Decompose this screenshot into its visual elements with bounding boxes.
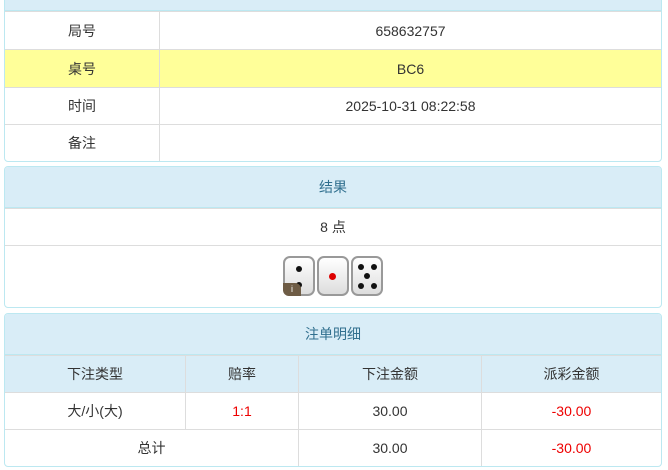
value: 658632757 <box>159 11 661 50</box>
payout: -30.00 <box>481 392 661 430</box>
round-info-panel: 局号 658632757 桌号 BC6 时间 2025-10-31 08:22:58 … <box>4 0 662 162</box>
die-5-icon <box>351 256 383 297</box>
die-1-icon <box>317 256 349 297</box>
header-bet-type: 下注类型 <box>5 355 186 393</box>
total-row: 总计 30.00 -30.00 <box>5 429 661 466</box>
value: 2025-10-31 08:22:58 <box>159 87 661 125</box>
total-payout: -30.00 <box>481 429 661 466</box>
table-row: 大/小(大) 1:1 30.00 -30.00 <box>5 392 661 430</box>
value: BC6 <box>159 49 661 88</box>
dice-group: i <box>283 256 383 297</box>
row-round-id: 局号 658632757 <box>5 11 661 50</box>
header-payout: 派彩金额 <box>481 355 661 393</box>
total-label: 总计 <box>5 429 299 466</box>
result-panel: 结果 8 点 i <box>4 166 662 308</box>
die-2-icon: i <box>283 256 315 297</box>
value <box>159 124 661 161</box>
bet-type: 大/小(大) <box>5 392 186 430</box>
bet-details-title: 注单明细 <box>5 314 661 355</box>
header-odds: 赔率 <box>185 355 299 393</box>
label: 备注 <box>5 124 160 161</box>
row-table-id: 桌号 BC6 <box>5 49 661 88</box>
label: 时间 <box>5 87 160 125</box>
label: 桌号 <box>5 49 160 88</box>
round-info-header <box>5 0 661 11</box>
bet-amount: 30.00 <box>298 392 482 430</box>
row-time: 时间 2025-10-31 08:22:58 <box>5 87 661 125</box>
row-remark: 备注 <box>5 124 661 161</box>
header-bet-amount: 下注金额 <box>298 355 482 393</box>
info-icon[interactable]: i <box>283 283 301 297</box>
odds: 1:1 <box>185 392 299 430</box>
result-title: 结果 <box>5 167 661 208</box>
result-points: 8 点 <box>5 208 661 246</box>
total-amount: 30.00 <box>298 429 482 466</box>
bet-details-panel: 注单明细 下注类型 赔率 下注金额 派彩金额 大/小(大) 1:1 30.00 … <box>4 313 662 467</box>
table-header: 下注类型 赔率 下注金额 派彩金额 <box>5 355 661 393</box>
label: 局号 <box>5 11 160 50</box>
